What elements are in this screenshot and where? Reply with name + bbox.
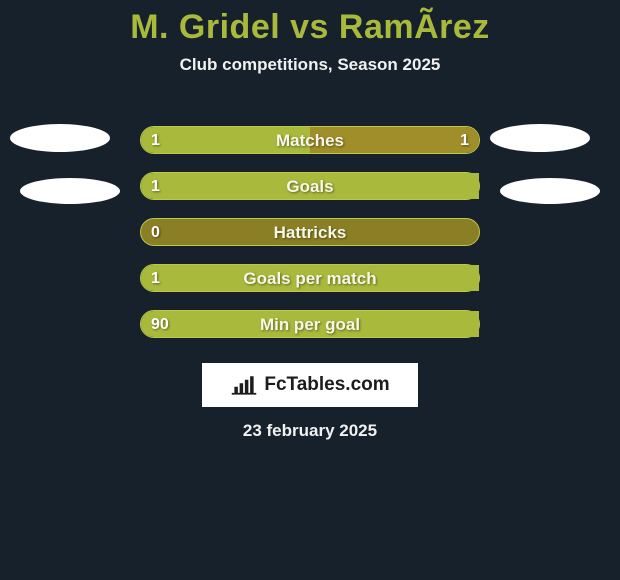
stat-row: Hattricks0: [0, 209, 620, 255]
avatar-ellipse-right-1: [490, 124, 590, 152]
stat-bar: Goals1: [140, 172, 480, 200]
stat-value-right: 1: [460, 127, 469, 155]
stat-row: Min per goal90: [0, 301, 620, 347]
stat-label: Hattricks: [141, 219, 479, 247]
avatar-ellipse-left-2: [20, 178, 120, 204]
stat-row: Goals per match1: [0, 255, 620, 301]
avatar-ellipse-left-1: [10, 124, 110, 152]
stat-bar-left: [141, 311, 479, 337]
date-text: 23 february 2025: [0, 421, 620, 441]
stat-bar: Goals per match1: [140, 264, 480, 292]
logo-box: FcTables.com: [202, 363, 418, 407]
stat-value-left: 0: [151, 219, 160, 247]
stat-value-left: 1: [151, 127, 160, 155]
subtitle: Club competitions, Season 2025: [0, 55, 620, 75]
stat-bar-right: [310, 127, 479, 153]
page-title: M. Gridel vs RamÃrez: [0, 0, 620, 47]
avatar-ellipse-right-2: [500, 178, 600, 204]
bar-chart-icon: [230, 374, 258, 396]
stat-bar-left: [141, 173, 479, 199]
stat-value-left: 1: [151, 173, 160, 201]
logo-text: FcTables.com: [264, 374, 389, 396]
stat-bar-left: [141, 127, 310, 153]
stat-bar: Hattricks0: [140, 218, 480, 246]
stat-value-left: 1: [151, 265, 160, 293]
stat-bar: Min per goal90: [140, 310, 480, 338]
stat-bar-left: [141, 265, 479, 291]
page-root: M. Gridel vs RamÃrez Club competitions, …: [0, 0, 620, 580]
stat-bar: Matches11: [140, 126, 480, 154]
stat-value-left: 90: [151, 311, 169, 339]
